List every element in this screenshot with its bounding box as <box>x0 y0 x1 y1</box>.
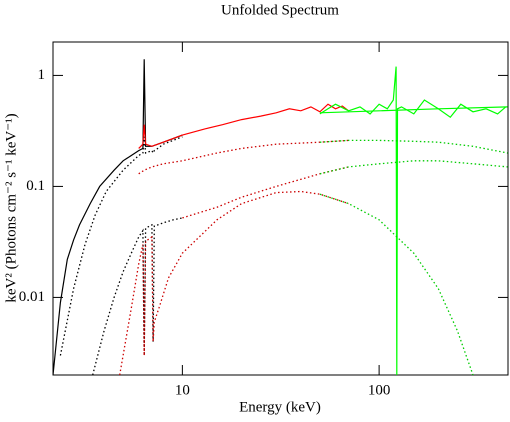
model-curve <box>119 190 349 375</box>
plot-frame <box>52 41 509 376</box>
model-curve <box>182 166 349 219</box>
model-curve <box>59 136 183 356</box>
y-tick-label: 1 <box>38 67 46 83</box>
model-curve <box>319 193 474 375</box>
plot-area <box>53 59 508 375</box>
model-curve <box>138 139 349 175</box>
y-tick-label: 0.01 <box>19 289 45 305</box>
x-tick-label: 10 <box>175 382 190 398</box>
model-curve <box>319 139 508 154</box>
x-tick-label: 100 <box>368 382 391 398</box>
data-curve <box>319 66 507 375</box>
data-curve <box>53 59 183 375</box>
y-axis-label: keV² (Photons cm⁻² s⁻¹ keV⁻¹) <box>3 113 19 302</box>
model-curve <box>319 160 508 175</box>
y-tick-label: 0.1 <box>26 178 45 194</box>
model-curve <box>92 217 183 375</box>
data-curve <box>319 106 508 114</box>
data-curve <box>138 103 349 149</box>
chart-title: Unfolded Spectrum <box>221 2 339 18</box>
x-axis-label: Energy (keV) <box>239 399 321 415</box>
